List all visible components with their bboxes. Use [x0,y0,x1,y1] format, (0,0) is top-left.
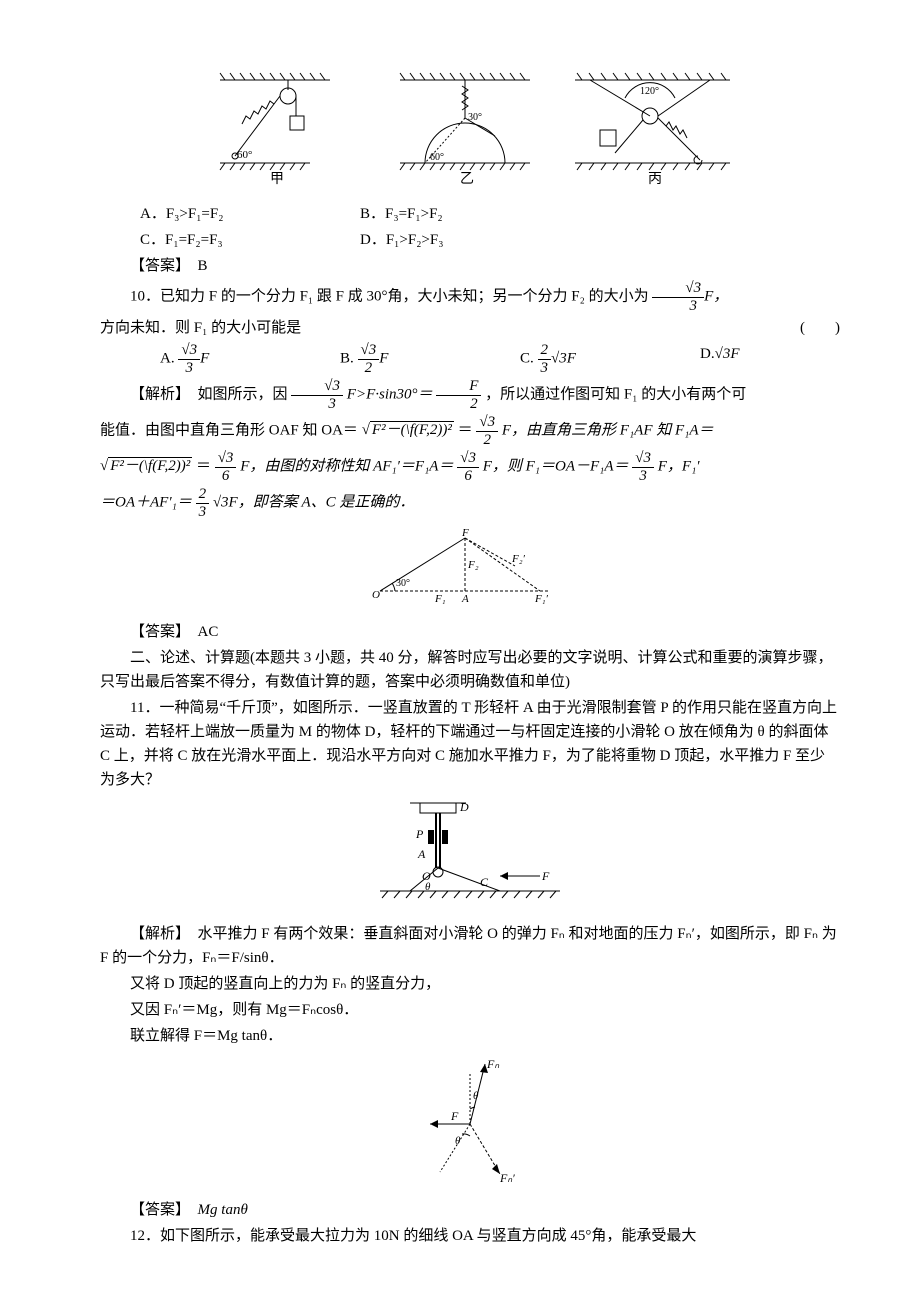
svg-text:Fₙ′: Fₙ′ [499,1171,515,1184]
svg-text:D: D [459,800,469,814]
svg-text:60°: 60° [430,152,444,163]
svg-text:F: F [461,527,469,539]
q11-explain-2: 又将 D 顶起的竖直向上的力为 Fₙ 的竖直分力， [100,972,840,996]
q10-opt-c: C. 23√3F [520,342,640,376]
svg-text:F₂′: F₂′ [511,553,526,565]
svg-text:A: A [417,847,426,861]
q9-figures: 60° 甲 30° 60° 乙 120° [100,68,840,196]
svg-text:C: C [480,875,489,889]
q10-opt-b: B. √32F [340,342,460,376]
svg-text:乙: 乙 [460,171,474,187]
q11-figure: D P A O θ C F [100,798,840,916]
q9-opt-a: A．F₃>F₁=F₂ [140,202,360,226]
svg-text:30°: 30° [468,112,482,123]
q10-opt-d: D.√3F [700,342,820,376]
q10-stem: 10．已知力 F 的一个分力 F₁ 跟 F 成 30°角，大小未知；另一个分力 … [100,280,840,314]
q11-stem: 11．一种简易“千斤顶”，如图所示．一竖直放置的 T 形轻杆 A 由于光滑限制套… [100,696,840,792]
svg-text:θ: θ [473,1090,479,1102]
svg-text:120°: 120° [640,86,659,97]
jia-angle: 60° [237,149,252,161]
q11-explain-1: 【解析】 水平推力 F 有两个效果：垂直斜面对小滑轮 O 的弹力 Fₙ 和对地面… [100,922,840,970]
q11-figure-2: Fₙ θ F θ Fₙ′ [100,1054,840,1192]
q9-opt-c: C．F₁=F₂=F₃ [140,228,360,252]
q10-options: A. √33F B. √32F C. 23√3F D.√3F [160,342,840,376]
svg-text:P: P [415,827,424,841]
svg-text:O: O [372,589,380,601]
svg-text:F: F [541,869,550,883]
q10-explain: 【解析】 如图所示，因 √33 F>F·sin30°＝ F2 ，所以通过作图可知… [100,378,840,412]
svg-text:θ: θ [455,1135,461,1147]
svg-text:A: A [461,593,469,605]
svg-text:θ: θ [425,881,431,893]
svg-text:Fₙ: Fₙ [486,1057,499,1071]
q11-explain-3: 又因 Fₙ′＝Mg，则有 Mg＝Fₙcosθ． [100,998,840,1022]
fig-jia-label: 甲 [270,172,284,187]
q9-answer: 【答案】 B [100,254,840,278]
q10-figure: O 30° F F₁ A F₁′ F₂ F₂′ [100,526,840,614]
q9-options: A．F₃>F₁=F₂ B．F₃=F₁>F₂ [140,202,840,226]
q10-answer: 【答案】 AC [100,620,840,644]
svg-text:30°: 30° [396,578,410,589]
svg-text:F₁′: F₁′ [534,593,549,605]
q11-explain-4: 联立解得 F＝Mg tanθ． [100,1024,840,1048]
q11-answer: 【答案】 Mg tanθ [100,1198,840,1222]
svg-text:F₂: F₂ [467,559,479,571]
q12-stem: 12．如下图所示，能承受最大拉力为 10N 的细线 OA 与竖直方向成 45°角… [100,1224,840,1248]
svg-text:F: F [450,1109,459,1123]
q9-opt-d: D．F₁>F₂>F₃ [360,228,580,252]
svg-text:F₁: F₁ [434,593,446,605]
q9-opt-b: B．F₃=F₁>F₂ [360,202,580,226]
q10-opt-a: A. √33F [160,342,280,376]
svg-text:丙: 丙 [648,172,662,187]
section-2-header: 二、论述、计算题(本题共 3 小题，共 40 分，解答时应写出必要的文字说明、计… [100,646,840,694]
